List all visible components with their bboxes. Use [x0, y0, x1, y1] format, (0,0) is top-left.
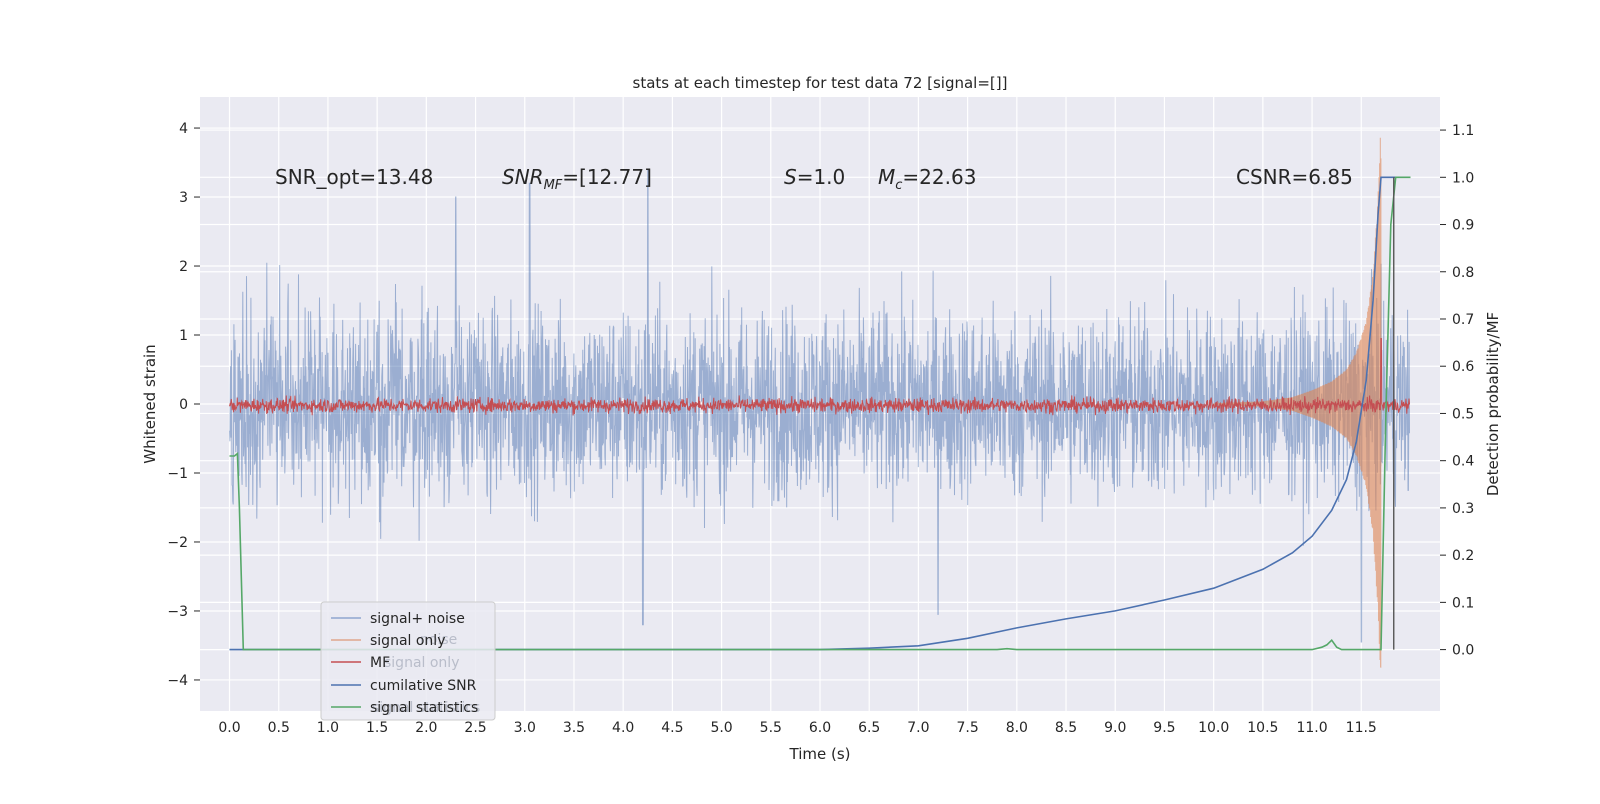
y-tick-label: −4	[167, 673, 188, 689]
annotation-s-main: S	[784, 165, 797, 189]
series-signal-noise	[229, 168, 1410, 643]
annotation-mc: Mc=22.63	[878, 165, 976, 193]
x-tick-label: 0.5	[268, 720, 290, 736]
x-tick-label: 1.0	[317, 720, 339, 736]
y-right-tick-label: 1.0	[1452, 170, 1474, 186]
legend-label-cumulative-snr: cumilative SNR	[370, 678, 477, 694]
y-right-tick-label: 0.1	[1452, 595, 1474, 611]
x-tick-label: 5.0	[710, 720, 732, 736]
x-tick-label: 6.0	[809, 720, 831, 736]
x-axis-label: Time (s)	[789, 745, 851, 763]
y-right-tick-label: 0.4	[1452, 454, 1474, 470]
x-tick-label: 6.5	[858, 720, 880, 736]
y-right-tick-label: 0.5	[1452, 406, 1474, 422]
x-tick-label: 10.5	[1247, 720, 1278, 736]
x-tick-label: 3.5	[563, 720, 585, 736]
series-cumulative-snr	[229, 176, 1396, 651]
legend-ghost-text-3: signal statistics	[372, 700, 480, 716]
y-tick-label: 4	[179, 121, 188, 137]
x-tick-label: 9.5	[1153, 720, 1175, 736]
x-tick-label: 5.5	[760, 720, 782, 736]
x-tick-label: 3.0	[514, 720, 536, 736]
axis-layer: 0.0 0.5 1.0 1.5 2.0 2.5 3.0 3.5 4.0 4.5 5.0 5.5 6.0 6…	[167, 121, 1474, 736]
annotation-snr-mf-main: SNR	[502, 165, 544, 189]
x-tick-label: 7.5	[956, 720, 978, 736]
annotations: SNR_opt=13.48 SNRMF=[12.77] S=1.0 Mc=22.…	[275, 165, 1353, 193]
x-tick-label: 8.0	[1006, 720, 1028, 736]
y-right-tick-label: 1.1	[1452, 123, 1474, 139]
legend-label-signal-statistics: signal statistics	[370, 700, 478, 716]
legend-label-signal-noise: signal+ noise	[370, 611, 465, 627]
annotation-snr-opt: SNR_opt=13.48	[275, 165, 433, 189]
annotation-s: S=1.0	[784, 165, 845, 189]
annotation-mc-sub: c	[895, 178, 902, 193]
legend-ghost-text-1: noise	[420, 632, 457, 648]
annotation-snr-mf: SNRMF=[12.77]	[502, 165, 652, 193]
y-tick-label: 0	[179, 397, 188, 413]
annotation-mc-value: =22.63	[902, 165, 976, 189]
series-mf	[229, 338, 1410, 416]
x-tick-label: 8.5	[1055, 720, 1077, 736]
series-signal-only	[1213, 137, 1382, 668]
x-tick-label: 11.0	[1296, 720, 1327, 736]
y-right-tick-label: 0.3	[1452, 501, 1474, 517]
x-tick-label: 4.5	[661, 720, 683, 736]
x-tick-label: 4.0	[612, 720, 634, 736]
series-signal-statistics	[229, 176, 1411, 651]
annotation-csnr: CSNR=6.85	[1236, 165, 1353, 189]
legend-ghost-text-2: signal only	[384, 655, 459, 671]
annotation-snr-mf-sub: MF	[544, 178, 563, 193]
y-right-axis-label: Detection probability/MF	[1484, 312, 1502, 496]
annotation-s-value: =1.0	[797, 165, 846, 189]
y-right-tick-label: 0.2	[1452, 548, 1474, 564]
y-right-tick-label: 0.9	[1452, 218, 1474, 234]
x-tick-label: 11.5	[1346, 720, 1377, 736]
x-tick-label: 2.5	[464, 720, 486, 736]
y-tick-label: 1	[179, 328, 188, 344]
y-axis-label: Whitened strain	[141, 344, 159, 463]
x-tick-label: 10.0	[1198, 720, 1229, 736]
y-right-tick-label: 0.6	[1452, 359, 1474, 375]
y-tick-label: −1	[167, 466, 188, 482]
annotation-snr-mf-value: =[12.77]	[562, 165, 652, 189]
legend: noise signal only signal statistics sign…	[320, 601, 496, 721]
y-tick-label: 2	[179, 259, 188, 275]
x-tick-label: 1.5	[366, 720, 388, 736]
x-tick-label: 7.0	[907, 720, 929, 736]
chart-title: stats at each timestep for test data 72 …	[633, 74, 1008, 92]
x-tick-label: 2.0	[415, 720, 437, 736]
legend-label-signal-only: signal only	[370, 633, 445, 649]
x-tick-label: 9.0	[1104, 720, 1126, 736]
series-layer	[229, 137, 1411, 668]
y-right-tick-label: 0.7	[1452, 312, 1474, 328]
legend-box	[320, 601, 496, 721]
y-right-tick-label: 0.0	[1452, 643, 1474, 659]
y-tick-label: 3	[179, 190, 188, 206]
legend-label-mf: MF	[370, 655, 390, 671]
annotation-mc-main: M	[878, 165, 895, 189]
y-right-tick-label: 0.8	[1452, 265, 1474, 281]
y-tick-label: −3	[167, 604, 188, 620]
y-tick-label: −2	[167, 535, 188, 551]
x-tick-label: 0.0	[218, 720, 240, 736]
